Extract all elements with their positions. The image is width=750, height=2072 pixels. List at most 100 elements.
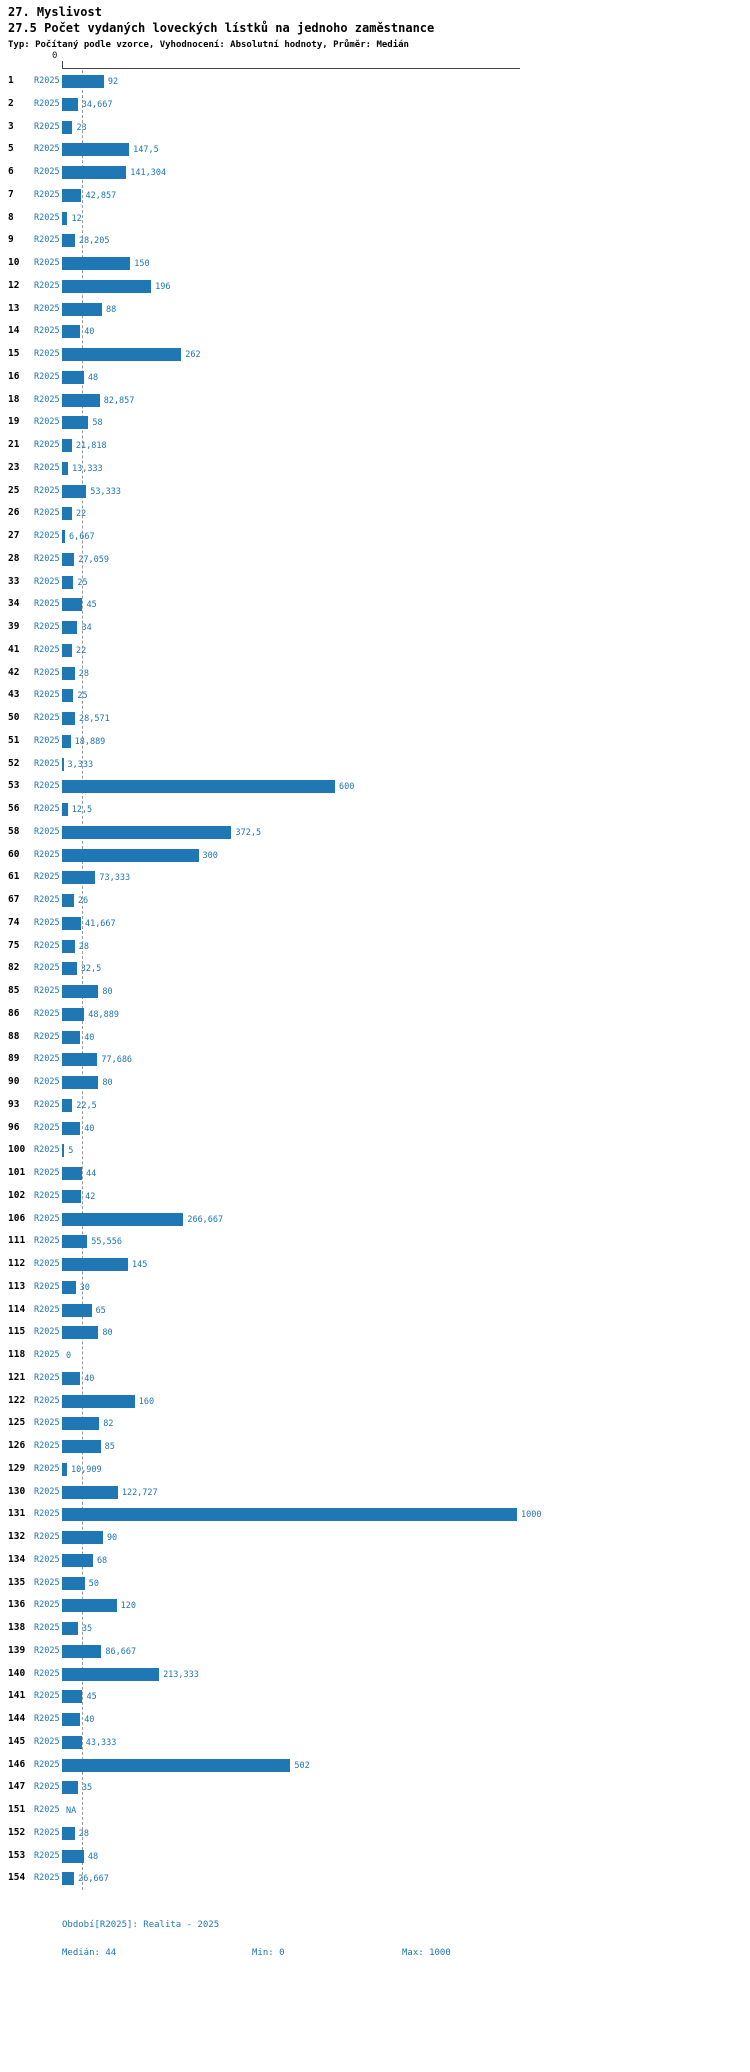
row-id-label: 132 (8, 1531, 26, 1542)
row-id-label: 126 (8, 1440, 26, 1451)
series-period-label: R2025 (34, 1759, 60, 1770)
row-id-label: 1 (8, 75, 14, 86)
value-label: 150 (134, 259, 150, 269)
series-period-label: R2025 (34, 713, 60, 723)
value-label: 85 (104, 1442, 115, 1452)
footer-max-label: Max: 1000 (402, 1948, 451, 1958)
chart-row: 154 R2025 26,667 (0, 1867, 750, 1890)
value-label: 300 (202, 850, 218, 861)
series-period-label: R2025 (34, 167, 60, 177)
value-bar (62, 461, 69, 475)
series-period-label: R2025 (34, 1463, 60, 1474)
value-bar (62, 871, 96, 885)
value-bar (62, 1030, 81, 1044)
footer-min-label: Min: 0 (252, 1948, 285, 1958)
value-label: 1000 (521, 1510, 542, 1521)
series-period-label: R2025 (34, 1736, 60, 1747)
row-id-label: 13 (8, 302, 20, 314)
value-bar (62, 1371, 81, 1385)
value-label: 40 (84, 1373, 95, 1384)
value-bar (62, 1599, 117, 1613)
row-id-label: 144 (8, 1713, 26, 1724)
chart-row: 151 R2025 NA (0, 1799, 750, 1822)
chart-row: 9 R2025 28,205 (0, 229, 750, 252)
value-label: 10,909 (70, 1464, 102, 1475)
series-period-label: R2025 (34, 1441, 60, 1451)
value-label: 12,5 (71, 805, 93, 815)
series-period-label: R2025 (34, 1645, 60, 1656)
row-id-label: 106 (8, 1212, 26, 1224)
chart-row: 126 R2025 85 (0, 1435, 750, 1458)
series-period-label: R2025 (34, 622, 60, 632)
chart-row: 146 R2025 502 (0, 1754, 750, 1777)
chart-row: 67 R2025 26 (0, 889, 750, 912)
chart-row: 153 R2025 48 (0, 1845, 750, 1868)
chart-row: 135 R2025 50 (0, 1572, 750, 1595)
chart-row: 112 R2025 145 (0, 1253, 750, 1276)
chart-row: 53 R2025 600 (0, 775, 750, 798)
row-id-label: 34 (8, 598, 20, 610)
series-period-label: R2025 (34, 553, 60, 564)
value-bar (62, 166, 127, 179)
row-id-label: 93 (8, 1098, 20, 1110)
row-id-label: 138 (8, 1622, 26, 1633)
chart-row: 122 R2025 160 (0, 1390, 750, 1413)
chart-row: 93 R2025 22,5 (0, 1094, 750, 1117)
value-label: 50 (88, 1578, 99, 1589)
chart-row: 114 R2025 65 (0, 1299, 750, 1322)
chart-row: 140 R2025 213,333 (0, 1663, 750, 1686)
value-label: 48 (87, 1851, 99, 1862)
value-bar (62, 302, 103, 316)
series-period-label: R2025 (34, 1623, 60, 1633)
value-bar (62, 1531, 103, 1544)
value-label: 0 (66, 1351, 72, 1361)
series-period-label: R2025 (34, 1054, 60, 1065)
value-bar (62, 1417, 100, 1431)
row-id-label: 82 (8, 962, 20, 974)
value-label: 55,556 (91, 1237, 122, 1248)
value-label: 65 (95, 1305, 106, 1316)
row-id-label: 113 (8, 1280, 26, 1292)
chart-row: 90 R2025 80 (0, 1071, 750, 1094)
row-id-label: 41 (8, 643, 20, 655)
chart-row: 10 R2025 150 (0, 252, 750, 275)
value-label: 80 (102, 987, 113, 997)
value-bar (62, 757, 64, 771)
report-subtitle: 27.5 Počet vydaných loveckých lístků na … (8, 21, 435, 35)
chart-row: 15 R2025 262 (0, 343, 750, 366)
series-period-label: R2025 (34, 280, 60, 291)
value-bar (62, 1735, 82, 1749)
chart-row: 23 R2025 13,333 (0, 457, 750, 480)
series-period-label: R2025 (34, 1304, 60, 1315)
value-label: 120 (120, 1601, 136, 1612)
value-label: 40 (84, 1715, 95, 1725)
value-bar (62, 552, 75, 566)
value-bar (62, 188, 82, 202)
chart-row: 6 R2025 141,304 (0, 161, 750, 184)
value-label: 43,333 (85, 1737, 117, 1748)
value-label: 53,333 (90, 486, 121, 497)
row-id-label: 154 (8, 1872, 26, 1884)
x-axis-line (62, 68, 520, 69)
value-label: 48 (87, 372, 99, 383)
row-id-label: 15 (8, 348, 20, 359)
chart-row: 145 R2025 43,333 (0, 1731, 750, 1754)
row-id-label: 88 (8, 1030, 20, 1042)
value-bar (62, 143, 130, 157)
series-period-label: R2025 (34, 1099, 60, 1110)
value-bar (62, 1644, 102, 1658)
chart-row: 52 R2025 3,333 (0, 753, 750, 776)
row-id-label: 6 (8, 166, 14, 177)
value-bar (62, 97, 78, 111)
value-bar (62, 848, 199, 862)
value-label: 80 (102, 1328, 113, 1339)
chart-row: 139 R2025 86,667 (0, 1640, 750, 1663)
value-bar (62, 712, 75, 725)
series-period-label: R2025 (34, 1122, 60, 1133)
row-id-label: 102 (8, 1189, 26, 1201)
value-bar (62, 75, 104, 88)
value-bar (62, 1462, 67, 1476)
value-bar (62, 416, 89, 430)
value-label: 145 (131, 1260, 148, 1270)
chart-row: 118 R2025 0 (0, 1344, 750, 1367)
